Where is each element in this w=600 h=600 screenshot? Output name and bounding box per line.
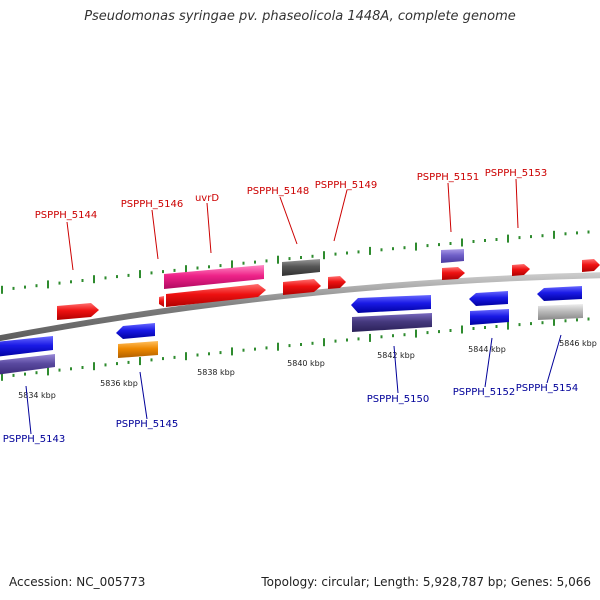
gene-pspph-5153[interactable]: [512, 264, 530, 276]
gene-uvrd[interactable]: [166, 284, 266, 307]
gene-label-pspph-5145[interactable]: PSPPH_5145: [116, 419, 178, 430]
tick-row-bottom: [1, 317, 590, 381]
gene-label-pspph-5151[interactable]: PSPPH_5151: [417, 172, 479, 183]
gene-pspph-5152[interactable]: [469, 291, 508, 306]
scale-label: 5834 kbp: [18, 391, 56, 400]
gene-pspph-5148[interactable]: [283, 279, 321, 295]
gene-orange-feature[interactable]: [118, 341, 158, 358]
scale-label: 5844 kbp: [468, 345, 506, 354]
gene-blue-lower-feature[interactable]: [470, 309, 509, 325]
scale-label: 5840 kbp: [287, 359, 325, 368]
gene-pspph-5144[interactable]: [57, 303, 99, 320]
gene-label-pspph-5154[interactable]: PSPPH_5154: [516, 383, 578, 394]
gene-pspph-5150[interactable]: [351, 295, 431, 313]
gene-label-pspph-5146[interactable]: PSPPH_5146: [121, 199, 183, 210]
gene-dark-gray-feature[interactable]: [282, 259, 320, 276]
genome-summary: Topology: circular; Length: 5,928,787 bp…: [261, 575, 591, 589]
gene-pspph-5143[interactable]: [0, 336, 53, 357]
genome-backbone: [0, 272, 600, 342]
gene-label-pspph-5148[interactable]: PSPPH_5148: [247, 186, 309, 197]
scale-label: 5846 kbp: [559, 339, 597, 348]
accession-label: Accession: NC_005773: [9, 575, 146, 589]
gene-forward-right[interactable]: [582, 259, 600, 272]
gene-indigo-feature[interactable]: [352, 313, 432, 332]
gene-light-gray-feature[interactable]: [538, 304, 583, 320]
gene-pspph-5149[interactable]: [328, 276, 346, 289]
map-title: Pseudomonas syringae pv. phaseolicola 14…: [84, 9, 516, 24]
gene-pspph-5146[interactable]: [159, 296, 164, 307]
gene-label-pspph-5153[interactable]: PSPPH_5153: [485, 168, 547, 179]
gene-pspph-5154[interactable]: [537, 286, 582, 301]
tick-row-top: [1, 230, 590, 294]
gene-label-pspph-5150[interactable]: PSPPH_5150: [367, 394, 429, 405]
gene-pspph-5145[interactable]: [116, 323, 155, 339]
gene-slate-feature-left[interactable]: [0, 354, 55, 375]
gene-label-pspph-5144[interactable]: PSPPH_5144: [35, 210, 97, 221]
gene-pspph-5151[interactable]: [442, 267, 465, 280]
leader-lines-top: [66, 178, 519, 271]
gene-magenta-feature[interactable]: [164, 265, 264, 289]
scale-label: 5838 kbp: [197, 368, 235, 377]
gene-label-uvrd[interactable]: uvrD: [195, 193, 219, 204]
gene-purple-feature[interactable]: [441, 249, 464, 263]
scale-label: 5842 kbp: [377, 351, 415, 360]
gene-label-pspph-5152[interactable]: PSPPH_5152: [453, 387, 515, 398]
gene-label-pspph-5149[interactable]: PSPPH_5149: [315, 180, 377, 191]
leader-lines-bottom: [25, 334, 562, 435]
gene-label-pspph-5143[interactable]: PSPPH_5143: [3, 434, 65, 445]
scale-label: 5836 kbp: [100, 379, 138, 388]
